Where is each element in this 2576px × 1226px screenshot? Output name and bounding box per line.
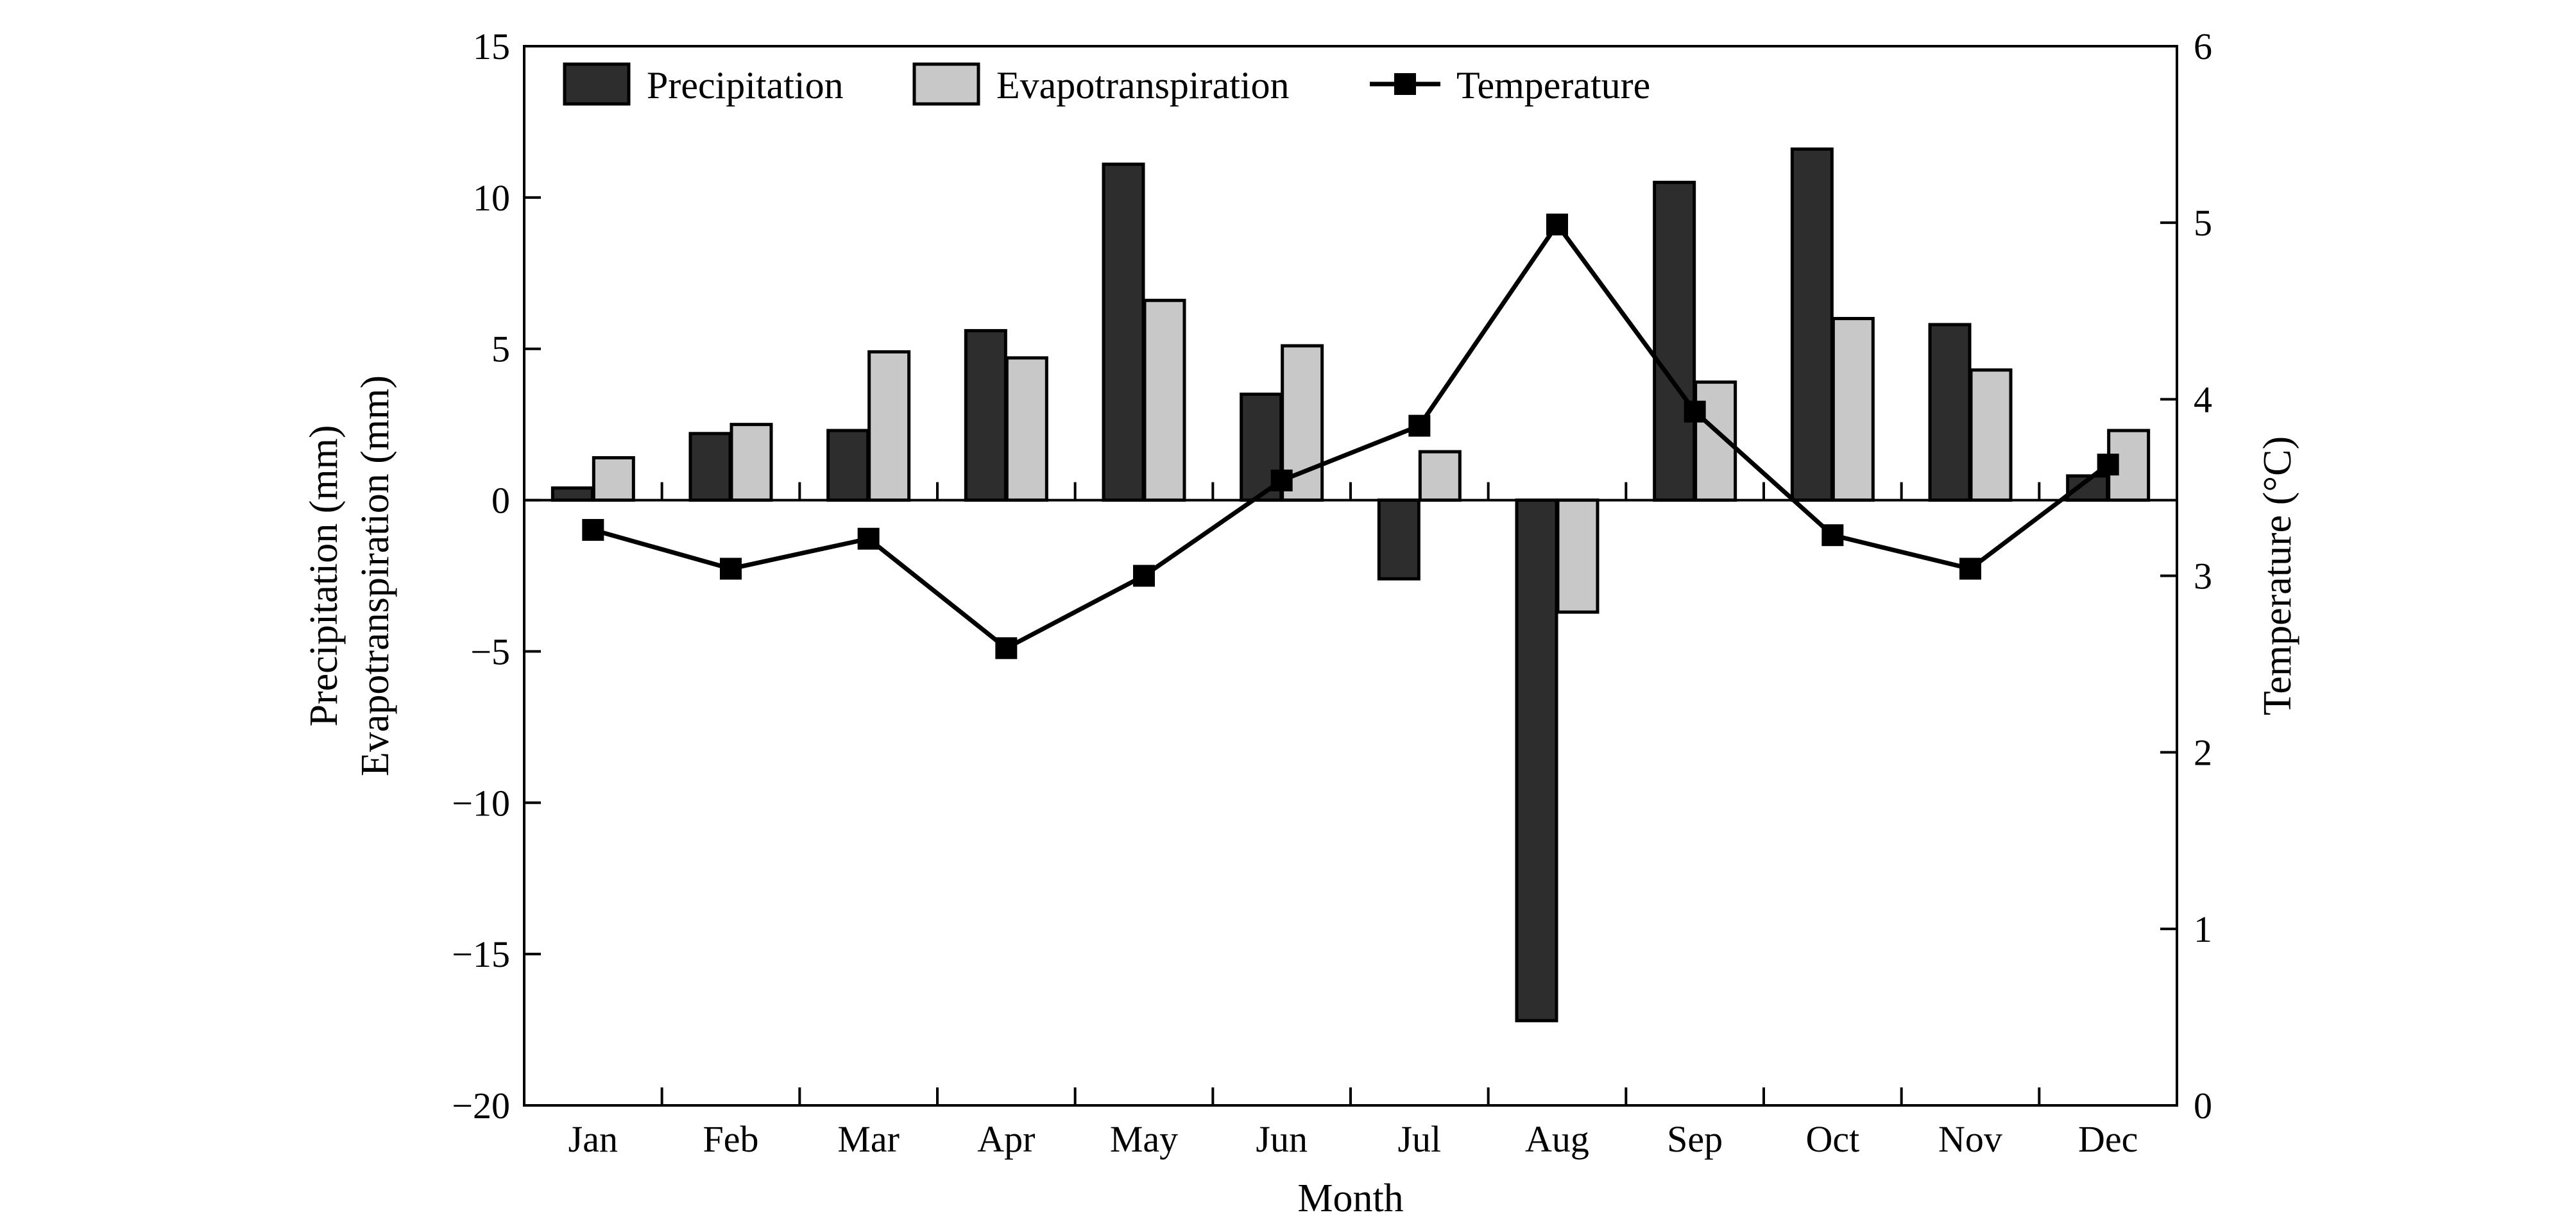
temperature-point-sep xyxy=(1684,400,1706,423)
x-tick-label-sep: Sep xyxy=(1667,1118,1723,1160)
left-axis-title-line-1: Precipitation (mm) xyxy=(302,425,346,726)
precipitation-bar-jan xyxy=(550,486,594,502)
left-tick-label: 10 xyxy=(473,177,510,219)
left-tick-label: 5 xyxy=(491,328,510,370)
evapotranspiration-bar-nov xyxy=(1969,368,2013,502)
x-tick-label-jul: Jul xyxy=(1397,1118,1441,1160)
precipitation-legend-label: Precipitation xyxy=(647,64,844,106)
legend: Precipitation Evapotranspiration Temperatu… xyxy=(563,62,1650,106)
temperature-point-jul xyxy=(1408,414,1431,437)
x-axis-title: Month xyxy=(1297,1177,1403,1220)
right-axis-title: Temperature (°C) xyxy=(2256,436,2299,715)
left-tick-label: −5 xyxy=(470,631,510,672)
right-tick-label: 5 xyxy=(2194,202,2212,244)
temperature-point-jun xyxy=(1270,469,1293,491)
evapotranspiration-bar-jul xyxy=(1418,450,1462,502)
bars-layer xyxy=(550,147,2151,1023)
right-tick-label: 6 xyxy=(2194,26,2212,67)
right-tick-label: 1 xyxy=(2194,908,2212,950)
x-tick-label-nov: Nov xyxy=(1938,1118,2002,1160)
temperature-line xyxy=(592,220,2110,651)
temperature-point-aug xyxy=(1546,213,1568,235)
precipitation-bar-apr xyxy=(964,328,1007,502)
temperature-point-nov xyxy=(1959,558,1981,580)
evapotranspiration-bar-jan xyxy=(592,456,635,502)
axis-titles: Month Precipitation (mm) Evapotranspirat… xyxy=(302,375,2299,1220)
right-tick-label: 4 xyxy=(2194,379,2212,420)
temperature-point-jan xyxy=(582,518,604,541)
x-tick-label-oct: Oct xyxy=(1805,1118,1859,1160)
temperature-legend-marker xyxy=(1394,73,1416,95)
x-tick-label-jan: Jan xyxy=(568,1118,618,1160)
evapotranspiration-bar-mar xyxy=(867,350,911,502)
precipitation-bar-nov xyxy=(1928,323,1972,502)
x-tick-label-aug: Aug xyxy=(1525,1118,1589,1160)
temperature-legend-label: Temperature xyxy=(1456,64,1650,106)
temperature-line-layer xyxy=(582,213,2119,660)
left-tick-label: −15 xyxy=(452,933,510,975)
precipitation-bar-sep xyxy=(1653,180,1696,502)
right-tick-label: 0 xyxy=(2194,1085,2212,1127)
temperature-point-apr xyxy=(995,637,1018,660)
x-tick-label-apr: Apr xyxy=(977,1118,1035,1160)
temperature-point-feb xyxy=(720,558,742,580)
temperature-point-mar xyxy=(857,527,880,550)
x-tick-label-jun: Jun xyxy=(1256,1118,1308,1160)
evapotranspiration-bar-aug xyxy=(1556,498,1599,614)
precipitation-bar-oct xyxy=(1790,147,1834,502)
right-tick-label: 3 xyxy=(2194,556,2212,597)
precipitation-bar-jul xyxy=(1377,498,1420,581)
left-tick-label: −10 xyxy=(452,782,510,824)
evapotranspiration-bar-feb xyxy=(729,423,773,502)
precipitation-bar-may xyxy=(1102,162,1145,502)
temperature-point-dec xyxy=(2097,454,2119,476)
precipitation-bar-feb xyxy=(688,432,732,502)
x-tick-label-may: May xyxy=(1110,1118,1178,1160)
evapotranspiration-legend-swatch xyxy=(912,62,980,106)
right-tick-label: 2 xyxy=(2194,732,2212,774)
precipitation-bar-aug xyxy=(1515,498,1558,1023)
evapotranspiration-bar-may xyxy=(1143,298,1186,502)
x-tick-label-dec: Dec xyxy=(2078,1118,2138,1160)
evapotranspiration-legend-label: Evapotranspiration xyxy=(996,64,1290,106)
evapotranspiration-bar-apr xyxy=(1005,356,1048,502)
precipitation-legend-swatch xyxy=(563,62,631,106)
left-tick-label: 0 xyxy=(491,480,510,522)
left-tick-label: 15 xyxy=(473,26,510,67)
left-tick-label: −20 xyxy=(452,1085,510,1127)
temperature-point-oct xyxy=(1821,524,1844,547)
evapotranspiration-bar-oct xyxy=(1831,317,1875,502)
x-tick-label-mar: Mar xyxy=(837,1118,900,1160)
left-axis-title-line-2: Evapotranspiration (mm) xyxy=(354,375,397,776)
x-tick-label-feb: Feb xyxy=(703,1118,759,1160)
temperature-point-may xyxy=(1133,565,1155,587)
precipitation-bar-mar xyxy=(826,429,870,502)
